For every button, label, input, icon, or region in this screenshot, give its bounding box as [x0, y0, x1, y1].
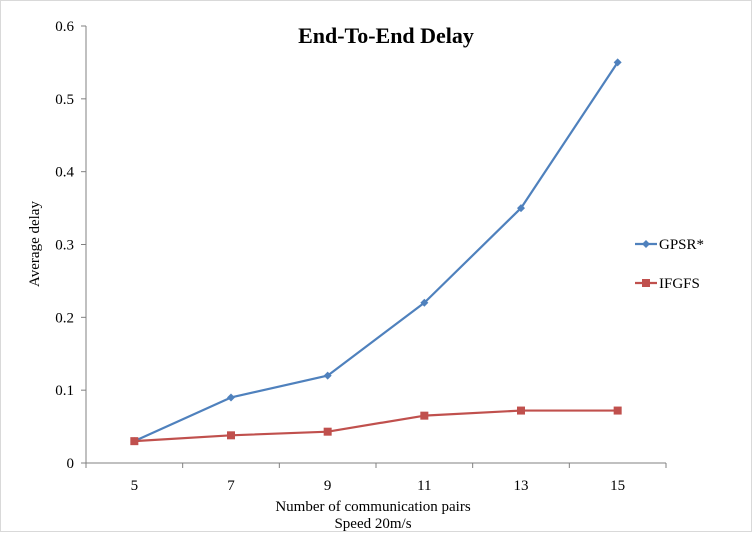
- data-point-ifgfs: [323, 427, 332, 436]
- legend-marker-ifgfs: [642, 279, 650, 287]
- x-tick-label: 7: [227, 478, 235, 494]
- data-point-ifgfs: [227, 431, 235, 440]
- legend-label-gpsr: GPSR*: [659, 237, 704, 253]
- data-point-ifgfs: [420, 411, 429, 420]
- data-point-gpsr: [613, 58, 622, 67]
- y-tick-label: 0.1: [55, 383, 74, 399]
- chart-title: End-To-End Delay: [298, 23, 474, 48]
- data-point-ifgfs: [130, 437, 139, 446]
- y-tick-label: 0.4: [55, 165, 74, 181]
- x-axis-ticks: 5 7 9 11 13 15: [85, 463, 667, 494]
- x-tick-label: 11: [417, 478, 431, 494]
- x-tick-label: 15: [610, 478, 625, 494]
- legend-label-ifgfs: IFGFS: [659, 276, 700, 292]
- y-tick-label: 0: [67, 456, 75, 472]
- data-point-ifgfs: [613, 406, 622, 415]
- y-tick-label: 0.3: [55, 238, 74, 254]
- legend: GPSR* IFGFS: [635, 237, 704, 292]
- x-tick-label: 13: [514, 478, 529, 494]
- x-axis-label: Number of communication pairs: [275, 499, 471, 515]
- x-tick-label: 5: [131, 478, 139, 494]
- y-axis-ticks: 0 0.1 0.2 0.3 0.4 0.5 0.6: [55, 19, 86, 472]
- y-axis-label: Average delay: [27, 201, 43, 287]
- y-tick-label: 0.5: [55, 92, 74, 108]
- legend-marker-gpsr: [642, 240, 650, 248]
- data-point-gpsr: [420, 298, 429, 307]
- data-point-gpsr: [227, 393, 235, 402]
- y-tick-label: 0.6: [55, 19, 74, 35]
- x-tick-label: 9: [324, 478, 332, 494]
- x-axis-sublabel: Speed 20m/s: [334, 516, 411, 532]
- series-line-gpsr: [133, 61, 619, 443]
- data-point-gpsr: [517, 204, 525, 213]
- y-tick-label: 0.2: [55, 310, 74, 326]
- data-point-ifgfs: [517, 406, 525, 415]
- series-line-ifgfs: [134, 409, 618, 443]
- series-layer: [130, 58, 622, 446]
- data-point-gpsr: [323, 371, 332, 380]
